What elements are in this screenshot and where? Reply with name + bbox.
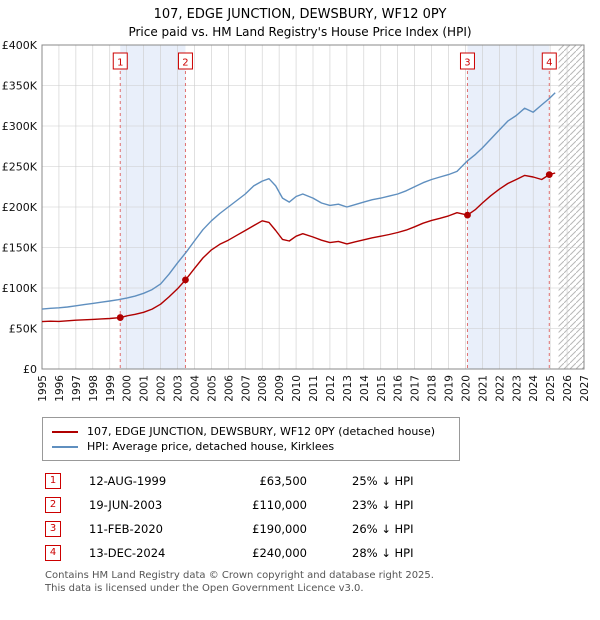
x-axis-tick-label: 2005 [206, 375, 218, 402]
x-axis-tick-label: 2017 [410, 375, 422, 402]
x-axis-tick-label: 1999 [105, 375, 117, 402]
x-axis-tick-label: 2023 [511, 375, 523, 402]
sale-price: £190,000 [252, 521, 307, 536]
legend-item-price-paid: 107, EDGE JUNCTION, DEWSBURY, WF12 0PY (… [52, 424, 450, 439]
hpi-line [41, 92, 556, 310]
x-axis-tick-label: 2015 [376, 375, 388, 402]
x-axis-tick-label: 2013 [342, 375, 354, 402]
sale-date: 12-AUG-1999 [89, 473, 167, 488]
x-axis-tick-label: 2003 [173, 375, 185, 402]
page-title: 107, EDGE JUNCTION, DEWSBURY, WF12 0PY [153, 7, 447, 22]
y-axis-tick-label: £100K [2, 282, 38, 295]
red-line-swatch [52, 430, 78, 433]
x-axis-tick-label: 2026 [562, 375, 574, 402]
sale-flag-number: 1 [117, 58, 123, 69]
y-axis-tick-label: £50K [9, 323, 38, 336]
x-axis-tick-label: 2019 [444, 375, 456, 402]
sale-marker [545, 171, 553, 179]
sale-number-badge: 1 [45, 472, 61, 489]
x-axis-tick-label: 2011 [308, 375, 320, 402]
chart-legend: 107, EDGE JUNCTION, DEWSBURY, WF12 0PY (… [42, 417, 460, 461]
x-axis-tick-label: 2001 [139, 375, 151, 402]
sale-number-badge: 4 [45, 544, 61, 561]
sale-flag [541, 52, 557, 70]
x-axis-tick-label: 2009 [274, 375, 286, 402]
sale-flag-number: 3 [464, 58, 470, 69]
y-axis-tick-label: £350K [2, 80, 38, 93]
x-axis-tick-label: 2021 [477, 375, 489, 402]
footer-line-1: Contains HM Land Registry data © Crown c… [45, 570, 434, 581]
x-axis-tick-label: 2007 [240, 375, 252, 402]
x-axis-tick-label: 2006 [223, 375, 235, 402]
sale-hpi-delta: 28% ↓ HPI [352, 545, 414, 560]
page-subtitle: Price paid vs. HM Land Registry's House … [128, 25, 472, 39]
sale-hpi-delta: 25% ↓ HPI [352, 473, 414, 488]
sale-price: £110,000 [252, 497, 307, 512]
sale-flag [112, 52, 128, 70]
y-axis-tick-label: £200K [2, 201, 38, 214]
y-axis-tick-label: £300K [2, 120, 38, 133]
sale-date: 11-FEB-2020 [89, 521, 163, 536]
x-axis-tick-label: 2016 [393, 375, 405, 402]
x-axis-tick-label: 1996 [54, 375, 66, 402]
y-axis-tick-label: £150K [2, 242, 38, 255]
sale-hpi-delta: 23% ↓ HPI [352, 497, 414, 512]
x-axis-tick-label: 1998 [88, 375, 100, 402]
sale-row-4: 4 13-DEC-2024 £240,000 28% ↓ HPI [45, 544, 600, 561]
x-axis-tick-label: 2025 [545, 375, 557, 402]
x-axis-tick-label: 2014 [359, 375, 371, 402]
sales-table: 1 12-AUG-1999 £63,500 25% ↓ HPI 2 19-JUN… [45, 472, 600, 561]
sale-date: 19-JUN-2003 [89, 497, 163, 512]
sale-hpi-delta: 26% ↓ HPI [352, 521, 414, 536]
legend-label: HPI: Average price, detached house, Kirk… [87, 440, 335, 453]
footer-line-2: This data is licensed under the Open Gov… [45, 583, 364, 594]
x-axis-tick-label: 1997 [71, 375, 83, 402]
license-footer: Contains HM Land Registry data © Crown c… [45, 569, 600, 595]
sale-marker [464, 211, 471, 219]
x-axis-tick-label: 2004 [189, 375, 201, 402]
blue-line-swatch [52, 445, 78, 448]
x-axis-tick-label: 2027 [579, 375, 591, 402]
x-axis-tick-label: 2024 [528, 375, 540, 402]
x-axis-tick-label: 2022 [494, 375, 506, 402]
y-axis-tick-label: £250K [2, 161, 38, 174]
sale-row-3: 3 11-FEB-2020 £190,000 26% ↓ HPI [45, 520, 600, 537]
sale-price: £63,500 [259, 473, 307, 488]
x-axis-tick-label: 2020 [460, 375, 472, 402]
sale-flag-number: 2 [182, 58, 188, 69]
price-paid-line [41, 172, 556, 323]
sale-flag [459, 52, 475, 70]
sale-row-2: 2 19-JUN-2003 £110,000 23% ↓ HPI [45, 496, 600, 513]
x-axis-tick-label: 2012 [325, 375, 337, 402]
y-axis-tick-label: £400K [2, 39, 38, 52]
chart-header: 107, EDGE JUNCTION, DEWSBURY, WF12 0PY P… [0, 0, 600, 39]
sale-number-badge: 2 [45, 496, 61, 513]
x-axis-tick-label: 2002 [156, 375, 168, 402]
sale-number-badge: 3 [45, 520, 61, 537]
y-axis-tick-label: £0 [23, 363, 37, 376]
x-axis-tick-label: 1995 [37, 375, 49, 402]
sale-marker [116, 314, 124, 321]
x-axis-tick-label: 2008 [257, 375, 269, 402]
sale-price: £240,000 [252, 545, 307, 560]
sale-flag [177, 52, 193, 70]
sale-row-1: 1 12-AUG-1999 £63,500 25% ↓ HPI [45, 472, 600, 489]
sale-marker [182, 276, 189, 284]
sale-date: 13-DEC-2024 [89, 545, 166, 560]
price-chart: £0 £50K £100K £150K £200K £250K £300K £350K £400… [2, 39, 591, 402]
sale-flag-number: 4 [546, 58, 552, 69]
legend-label: 107, EDGE JUNCTION, DEWSBURY, WF12 0PY (… [87, 425, 436, 438]
x-axis-tick-label: 2010 [291, 375, 303, 402]
x-axis-tick-label: 2000 [122, 375, 134, 402]
x-axis-tick-label: 2018 [427, 375, 439, 402]
legend-item-hpi: HPI: Average price, detached house, Kirk… [52, 439, 450, 454]
plot-border [41, 44, 585, 370]
